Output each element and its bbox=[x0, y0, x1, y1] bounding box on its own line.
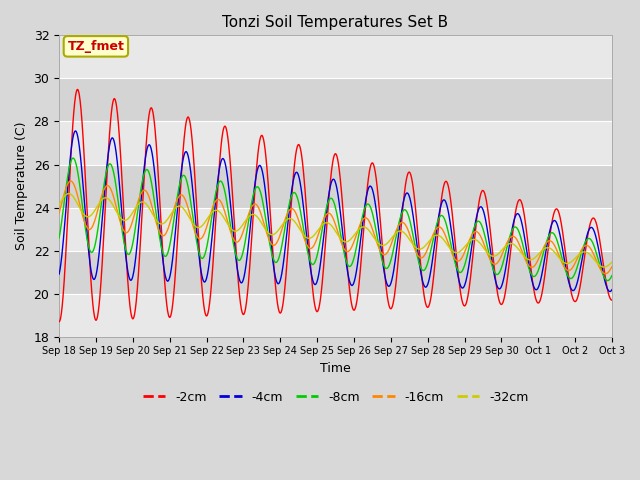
Bar bbox=[59, 36, 612, 78]
Text: TZ_fmet: TZ_fmet bbox=[67, 40, 124, 53]
Title: Tonzi Soil Temperatures Set B: Tonzi Soil Temperatures Set B bbox=[223, 15, 449, 30]
Y-axis label: Soil Temperature (C): Soil Temperature (C) bbox=[15, 122, 28, 250]
Bar bbox=[59, 251, 612, 294]
Bar bbox=[59, 207, 612, 251]
Bar bbox=[59, 121, 612, 165]
Legend: -2cm, -4cm, -8cm, -16cm, -32cm: -2cm, -4cm, -8cm, -16cm, -32cm bbox=[138, 386, 534, 409]
Bar bbox=[59, 294, 612, 337]
X-axis label: Time: Time bbox=[320, 362, 351, 375]
Bar bbox=[59, 165, 612, 207]
Bar bbox=[59, 78, 612, 121]
